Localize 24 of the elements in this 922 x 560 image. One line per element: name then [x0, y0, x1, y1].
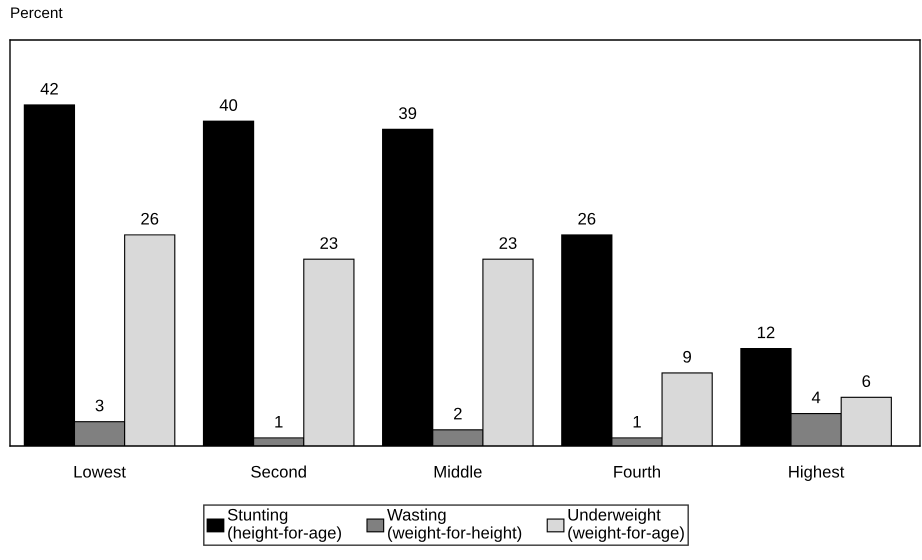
data-label: 6 [862, 375, 870, 388]
data-label: 23 [320, 237, 338, 249]
x-tick-label: Fourth [614, 465, 660, 478]
x-tick-label: Highest [789, 465, 844, 481]
data-label: 26 [578, 212, 596, 225]
data-label: 26 [141, 212, 158, 225]
data-label: 9 [683, 350, 691, 363]
data-label: 39 [399, 107, 416, 120]
data-label: 23 [500, 237, 517, 249]
legend-label: Stunting (height-for-age) [228, 508, 341, 542]
data-label: 12 [758, 326, 774, 338]
x-tick-label: Second [251, 465, 306, 478]
data-label: 1 [275, 416, 283, 428]
data-label: 1 [634, 416, 641, 428]
data-label: 4 [812, 392, 820, 404]
y-axis-title: Percent [11, 7, 63, 18]
data-label: 2 [454, 408, 462, 420]
x-tick-label: Lowest [74, 466, 126, 478]
legend-label: Wasting (weight-for-height) [387, 508, 522, 542]
x-tick-label: Middle [434, 465, 482, 478]
data-label: 40 [220, 99, 238, 111]
legend-label: Underweight (weight-for-age) [568, 508, 684, 542]
data-label: 42 [40, 82, 58, 95]
data-label: 3 [96, 400, 104, 412]
